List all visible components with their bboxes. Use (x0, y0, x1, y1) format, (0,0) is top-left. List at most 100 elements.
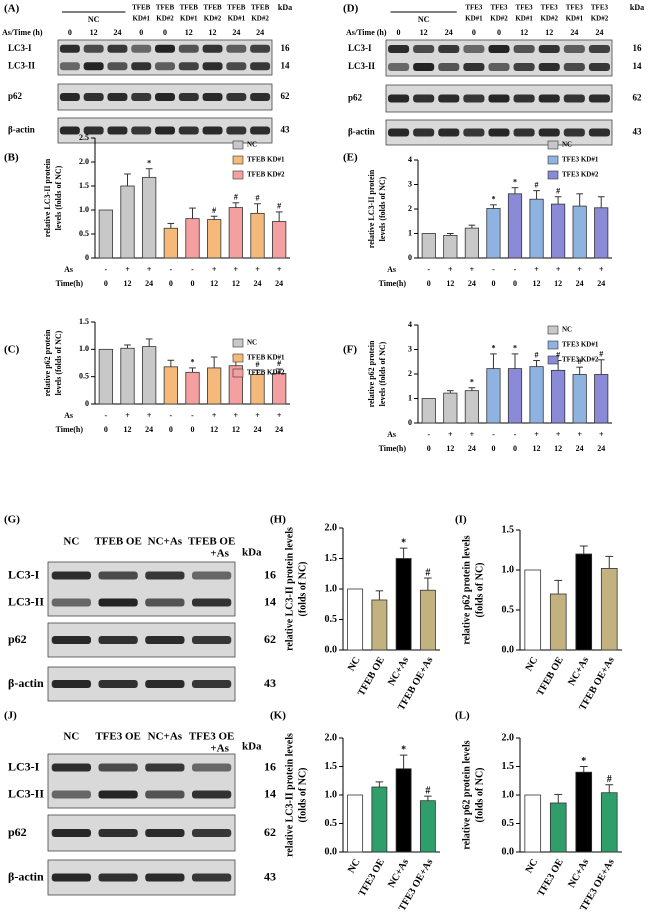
time-label: 12 (554, 279, 562, 288)
bar (207, 367, 222, 405)
significance-mark: * (491, 344, 495, 353)
band (563, 63, 585, 71)
band (588, 94, 610, 103)
y-tick-label: 2.5 (79, 133, 89, 142)
band (155, 93, 175, 101)
band (59, 126, 80, 135)
as-marker: - (169, 265, 172, 274)
y-axis-label: relative LC3-II protein (367, 169, 376, 248)
panel-label: (K) (270, 710, 286, 722)
bar (529, 198, 544, 259)
band (438, 94, 460, 103)
lane-time: 0 (163, 28, 167, 37)
significance-mark: # (607, 774, 612, 785)
time-label: 12 (124, 279, 132, 288)
lane-name: TFE3 OE (95, 731, 141, 743)
bar (419, 800, 436, 853)
lane-name: NC (63, 731, 79, 743)
as-marker: + (125, 411, 130, 420)
band (438, 45, 460, 53)
panel-label: (F) (343, 344, 357, 356)
band (131, 62, 152, 71)
as-marker: + (212, 265, 217, 274)
band (59, 62, 80, 71)
band (98, 873, 138, 882)
kda-value: 62 (281, 91, 291, 101)
bar (600, 792, 618, 853)
lane-name: KD#1 (228, 15, 246, 23)
time-label: 24 (468, 444, 476, 453)
as-marker: + (234, 265, 239, 274)
x-tick-label: NC+As (386, 857, 411, 890)
y-tick-label: 2 (408, 204, 412, 213)
band (145, 829, 185, 837)
panel-label: (C) (4, 344, 20, 356)
y-tick-label: 2.0 (325, 732, 338, 743)
y-tick-label: 2.0 (79, 157, 89, 166)
bar (250, 212, 265, 259)
y-tick-label: 1.0 (79, 344, 89, 353)
as-marker: + (277, 411, 282, 420)
y-axis-label: (folds of NC) (474, 768, 485, 823)
y-tick-label: 0.5 (502, 604, 515, 615)
panel-label: (A) (4, 3, 20, 15)
band (413, 45, 435, 53)
band (250, 44, 271, 53)
kda-value: 14 (633, 61, 643, 71)
y-tick-label: 4 (408, 320, 412, 329)
kda-value: 14 (264, 594, 276, 608)
as-marker: - (514, 265, 517, 274)
legend-label: TFE3 KD#1 (562, 341, 599, 349)
kda-value: 16 (264, 567, 276, 581)
as-marker: + (255, 265, 260, 274)
band (98, 763, 138, 772)
band (59, 93, 80, 101)
band (588, 63, 610, 71)
band (538, 128, 560, 137)
significance-mark: # (234, 193, 238, 202)
band (98, 636, 138, 644)
row-label: LC3-II (8, 594, 44, 608)
band (191, 763, 232, 772)
y-axis-label: (folds of NC) (297, 768, 308, 823)
lane-name: NC+As (148, 731, 183, 743)
band (83, 126, 104, 135)
band (250, 93, 271, 101)
panel-label: (G) (4, 514, 20, 526)
band (413, 63, 435, 71)
bar (272, 221, 287, 259)
x-tick-label: NC+As (386, 655, 411, 688)
bar (185, 371, 200, 405)
as-marker: + (577, 430, 582, 439)
band (51, 680, 92, 688)
lane-name: KD#2 (156, 15, 174, 23)
as-marker: + (599, 430, 604, 439)
bar (98, 348, 113, 405)
y-axis-label: relative p62 protein (43, 329, 52, 396)
time-label: 0 (104, 279, 108, 288)
lane-name: KD#1 (515, 15, 533, 23)
lane-name: TFEB OE (188, 536, 235, 548)
header-label: As/Time (h) (346, 28, 387, 37)
time-label: 0 (491, 279, 495, 288)
lane-name: KD#2 (204, 15, 222, 23)
band (98, 790, 138, 799)
band (51, 571, 92, 580)
time-label: 24 (275, 425, 283, 434)
y-axis-label: relative p62 protein levels (461, 740, 472, 849)
bar (185, 218, 200, 259)
kda-value: 43 (281, 125, 291, 135)
as-marker: + (534, 430, 539, 439)
y-tick-label: 0.5 (502, 818, 515, 829)
as-marker: + (448, 265, 453, 274)
band (51, 829, 92, 837)
x-tick-label: NC (524, 857, 541, 875)
significance-mark: * (147, 159, 151, 168)
band (463, 94, 485, 103)
bar (228, 207, 243, 259)
band (83, 62, 104, 71)
x-tick-label: NC+As (566, 857, 591, 890)
time-label: 0 (104, 425, 108, 434)
band (107, 93, 128, 101)
y-axis-label: relative LC3-II protein levels (284, 733, 295, 857)
